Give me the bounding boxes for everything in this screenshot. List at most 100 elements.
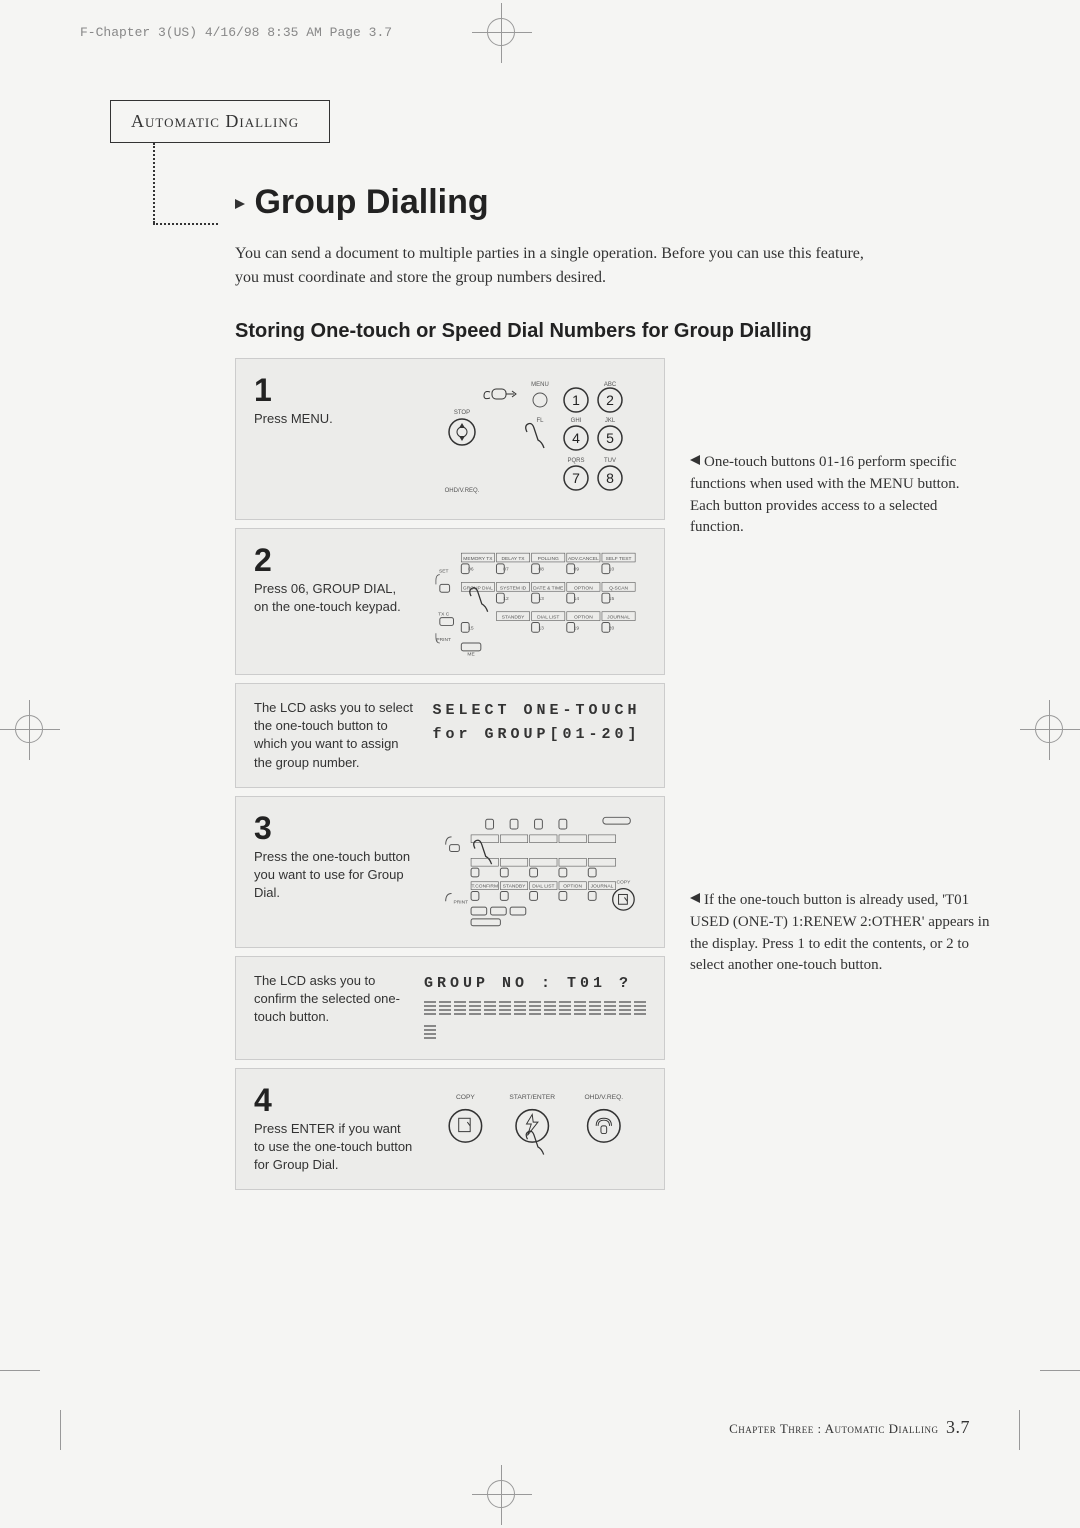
crop-bl-v (60, 1410, 61, 1450)
lcd-hatch-row (424, 996, 649, 1044)
svg-text:OPTION: OPTION (574, 615, 593, 621)
side-note-2: If the one-touch button is already used,… (690, 890, 990, 977)
svg-text:JOURNAL: JOURNAL (590, 883, 613, 889)
steps-column: 1 Press MENU. MENU ABC 1 2 STOP (235, 358, 665, 1190)
step-text: Press the one-touch button you want to u… (254, 848, 414, 903)
section-label-box: Automatic Dialling (110, 100, 330, 143)
svg-text:STANDBY: STANDBY (501, 615, 524, 621)
reg-target-bottom (487, 1480, 515, 1508)
step-number: 3 (254, 812, 414, 844)
step-lcd-2: The LCD asks you to confirm the selected… (235, 956, 665, 1060)
page-content: Automatic Dialling Group Dialling You ca… (110, 100, 990, 1198)
svg-text:19: 19 (573, 625, 579, 631)
page-footer: Chapter Three : Automatic Dialling 3.7 (729, 1417, 970, 1438)
svg-text:07: 07 (503, 567, 509, 573)
step-text: Press MENU. (254, 410, 414, 428)
page-title: Group Dialling (235, 183, 990, 222)
reg-target-right (1035, 715, 1063, 743)
subtitle: Storing One-touch or Speed Dial Numbers … (235, 320, 990, 343)
step-text: Press 06, GROUP DIAL, on the one-touch k… (254, 580, 414, 616)
reg-target-top (487, 18, 515, 46)
svg-text:COPY: COPY (455, 1094, 474, 1101)
svg-text:PQRS: PQRS (567, 458, 584, 464)
svg-text:8: 8 (606, 470, 614, 486)
note-arrow-icon (690, 455, 700, 465)
menu-label: MENU (531, 382, 549, 388)
reg-target-left (15, 715, 43, 743)
svg-text:JKL: JKL (604, 418, 615, 424)
lcd-display-1: SELECT ONE-TOUCH for GROUP[01-20] (414, 699, 649, 747)
print-job-header: F-Chapter 3(US) 4/16/98 8:35 AM Page 3.7 (80, 25, 392, 40)
step-1: 1 Press MENU. MENU ABC 1 2 STOP (235, 358, 665, 520)
svg-text:PRINT: PRINT (453, 899, 468, 905)
step-3: 3 Press the one-touch button you want to… (235, 796, 665, 948)
intro-paragraph: You can send a document to multiple part… (235, 242, 875, 290)
dialpad-graphic: MENU ABC 1 2 STOP FL GHI (414, 374, 649, 504)
svg-text:08: 08 (538, 567, 544, 573)
step-number: 2 (254, 544, 414, 576)
step-number: 4 (254, 1084, 414, 1116)
svg-text:7: 7 (572, 470, 580, 486)
svg-text:ADV.CANCEL: ADV.CANCEL (568, 556, 599, 562)
step-lcd-1: The LCD asks you to select the one-touch… (235, 683, 665, 788)
svg-text:DIAL LIST: DIAL LIST (537, 615, 559, 621)
crop-bl-h (0, 1370, 40, 1371)
svg-text:09: 09 (573, 567, 579, 573)
side-note-1: One-touch buttons 01-16 perform specific… (690, 452, 990, 539)
svg-text:STOP: STOP (453, 410, 469, 416)
svg-text:2: 2 (606, 392, 614, 408)
footer-chapter: Chapter Three : Automatic Dialling (729, 1421, 938, 1436)
lcd-line: for GROUP[01-20] (432, 723, 640, 747)
svg-text:SYSTEM ID: SYSTEM ID (499, 585, 526, 591)
svg-text:DATE & TIME: DATE & TIME (533, 585, 564, 591)
svg-text:FL: FL (536, 418, 544, 424)
svg-text:12: 12 (503, 596, 509, 602)
svg-text:4: 4 (572, 430, 580, 446)
leader-vert (153, 143, 155, 223)
svg-text:OPTION: OPTION (563, 883, 582, 889)
svg-text:ABC: ABC (603, 382, 616, 388)
svg-text:OHD/V.REQ.: OHD/V.REQ. (444, 488, 479, 494)
enter-graphic: COPY START/ENTER OHD/V.REQ. (414, 1084, 649, 1164)
lcd-line: SELECT ONE-TOUCH (432, 699, 640, 723)
svg-text:06: 06 (468, 567, 474, 573)
svg-text:13: 13 (538, 625, 544, 631)
svg-text:13: 13 (538, 596, 544, 602)
svg-text:DELAY TX: DELAY TX (501, 556, 525, 562)
svg-text:TX C: TX C (438, 612, 450, 618)
svg-text:1: 1 (572, 392, 580, 408)
svg-text:SELF TEST: SELF TEST (605, 556, 631, 562)
crop-br-v (1019, 1410, 1020, 1450)
title-text: Group Dialling (254, 183, 488, 221)
title-arrow-icon (235, 199, 245, 209)
lcd-display-2: GROUP NO : T01 ? (414, 972, 649, 1044)
svg-text:DIAL LIST: DIAL LIST (532, 883, 554, 889)
svg-text:POLLING: POLLING (537, 556, 558, 562)
svg-text:20: 20 (608, 625, 614, 631)
svg-text:COPY: COPY (616, 879, 631, 885)
svg-text:T.CONFIRM: T.CONFIRM (471, 883, 498, 889)
svg-text:JOURNAL: JOURNAL (607, 615, 630, 621)
onetouch-graphic-2: T.CONFIRM STANDBY DIAL LIST OPTION JOURN… (414, 812, 649, 932)
svg-text:14: 14 (573, 596, 579, 602)
leader-horiz (153, 223, 218, 225)
svg-text:TUV: TUV (604, 458, 616, 464)
svg-text:PRINT: PRINT (436, 637, 451, 643)
svg-text:10: 10 (608, 567, 614, 573)
svg-text:START/ENTER: START/ENTER (509, 1094, 555, 1101)
svg-text:MEMORY TX: MEMORY TX (463, 556, 493, 562)
svg-text:GROUP DIAL: GROUP DIAL (462, 585, 492, 591)
step-4: 4 Press ENTER if you want to use the one… (235, 1068, 665, 1191)
step-number: 1 (254, 374, 414, 406)
lcd-line: GROUP NO : T01 ? (424, 972, 649, 996)
svg-text:OHD/V.REQ.: OHD/V.REQ. (584, 1094, 623, 1101)
crop-br-h (1040, 1370, 1080, 1371)
step-2: 2 Press 06, GROUP DIAL, on the one-touch… (235, 528, 665, 675)
svg-text:15: 15 (468, 625, 474, 631)
svg-text:Q-SCAN: Q-SCAN (609, 585, 628, 591)
svg-text:GHI: GHI (570, 418, 581, 424)
footer-page-number: 3.7 (946, 1417, 970, 1437)
onetouch-graphic-1: MEMORY TX DELAY TX POLLING ADV.CANCEL SE… (414, 544, 649, 659)
svg-text:5: 5 (606, 430, 614, 446)
svg-text:SET: SET (438, 569, 448, 575)
